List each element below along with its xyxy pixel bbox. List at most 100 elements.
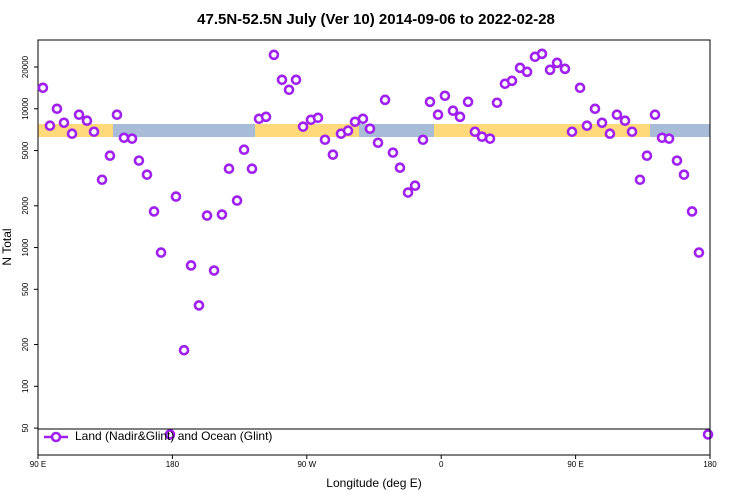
point [185,260,197,271]
point [641,150,653,162]
point [447,105,459,117]
ocean-segment [113,124,255,137]
point [297,121,309,132]
point [231,195,243,206]
point [604,128,616,140]
x-tick-label: 90 E [30,460,46,469]
point [73,109,85,121]
point [81,115,93,127]
point [476,131,488,143]
point [432,109,444,121]
y-tick-label: 2000 [21,196,30,214]
point [671,155,683,166]
point [634,174,646,186]
land-segment [434,124,650,137]
point [223,163,235,174]
point [581,120,593,132]
point [44,120,56,132]
point [611,109,623,121]
point [178,344,190,356]
point [678,169,690,180]
y-tick-label: 20000 [21,55,30,78]
x-axis-label: Longitude (deg E) [326,476,421,490]
point [342,125,354,136]
point [51,103,63,115]
y-tick-label: 50 [21,423,30,432]
point [619,115,631,127]
point [58,117,70,129]
point [506,75,518,87]
point [424,96,436,108]
x-tick-label: 0 [439,460,444,469]
point [589,103,601,115]
point [394,162,406,174]
land-ocean-band [38,124,710,137]
point [551,57,563,69]
ocean-segment [359,124,434,137]
point [649,109,661,121]
point [686,206,698,217]
point [469,126,481,138]
point [104,150,116,162]
point [208,265,220,276]
point [96,174,108,186]
point [402,187,414,198]
y-tick-label: 500 [21,282,30,296]
point [693,247,705,258]
y-tick-label: 100 [21,379,30,393]
plot-frame [37,39,711,456]
point [663,133,675,144]
point [462,96,474,108]
point [574,82,586,94]
point [66,128,78,140]
point [417,134,429,146]
legend-marker [50,431,62,443]
point [118,132,130,144]
point [268,49,280,61]
point [626,126,638,138]
point [201,210,213,221]
chart-title: 47.5N-52.5N July (Ver 10) 2014-09-06 to … [197,11,555,28]
point [111,109,123,121]
y-tick-label: 5000 [21,141,30,159]
point [454,111,466,123]
point [439,90,451,102]
point [596,117,608,129]
point [319,134,331,146]
point [290,74,302,86]
point [246,163,258,174]
point [312,112,324,124]
legend: Land (Nadir&Glint) and Ocean (Glint) [37,428,711,456]
legend-label: Land (Nadir&Glint) and Ocean (Glint) [75,429,272,443]
point [387,147,399,158]
point [133,155,145,166]
point [544,64,556,76]
point [260,111,272,123]
x-tick-label: 90 W [297,460,316,469]
point [566,126,578,138]
point [148,206,160,217]
point [155,247,167,258]
x-tick-label: 180 [703,460,717,469]
point [276,74,288,86]
point [372,137,384,149]
series [37,48,714,440]
point [536,48,548,60]
point [491,97,503,109]
point [484,133,496,144]
point [193,300,205,311]
point [164,429,176,440]
x-tick-label: 180 [166,460,180,469]
y-axis-label: N Total [0,228,14,265]
point [702,429,714,440]
point [521,66,533,78]
y-tick-label: 10000 [21,97,30,120]
point [379,94,391,106]
point [364,123,376,135]
point [88,126,100,138]
x-tick-label: 90 E [567,460,583,469]
point [238,144,250,156]
point [559,63,571,75]
